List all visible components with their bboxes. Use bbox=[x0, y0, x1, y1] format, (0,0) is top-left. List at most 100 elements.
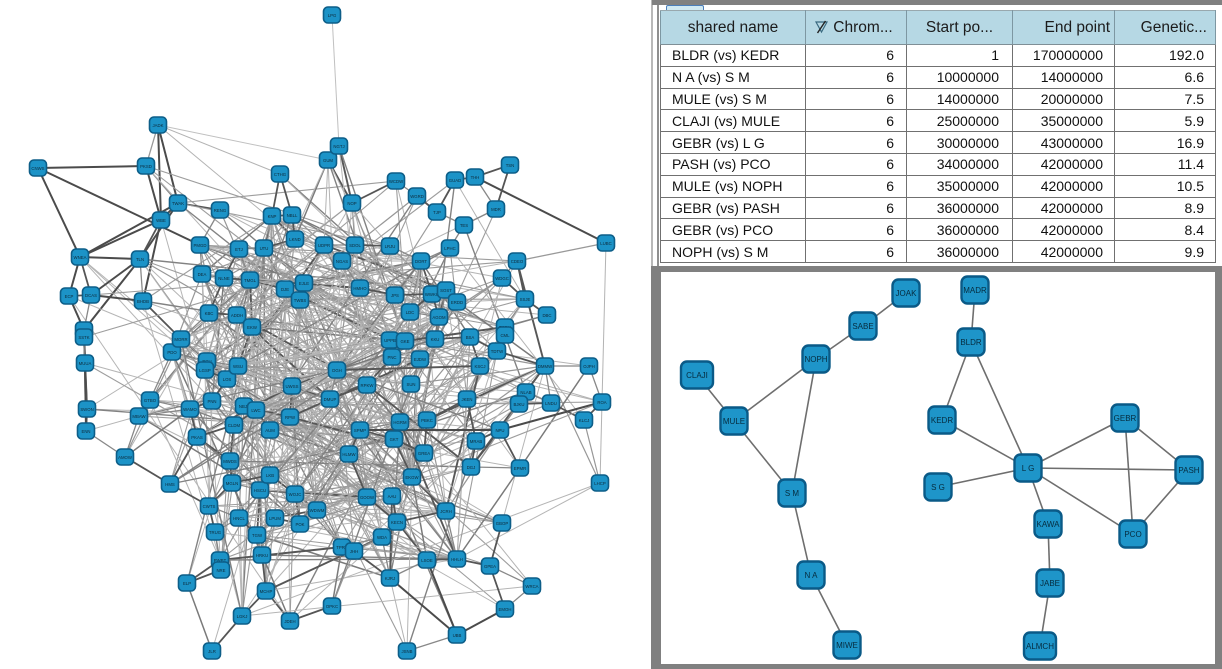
svg-text:CWTS: CWTS bbox=[203, 504, 216, 509]
svg-text:SOST: SOST bbox=[440, 288, 452, 293]
svg-text:LPG: LPG bbox=[328, 13, 337, 18]
svg-text:JSNB: JSNB bbox=[402, 649, 413, 654]
svg-text:POK: POK bbox=[295, 522, 304, 527]
svg-text:LRJU: LRJU bbox=[385, 244, 396, 249]
svg-text:GKT: GKT bbox=[390, 437, 399, 442]
svg-text:WBE: WBE bbox=[156, 218, 166, 223]
svg-text:PNN: PNN bbox=[207, 399, 216, 404]
svg-text:JABE: JABE bbox=[1040, 579, 1060, 588]
svg-text:CNWS: CNWS bbox=[31, 166, 44, 171]
svg-text:LDC: LDC bbox=[406, 310, 415, 315]
svg-text:TGW: TGW bbox=[252, 533, 263, 538]
svg-text:HMHO: HMHO bbox=[353, 286, 367, 291]
svg-text:WAMO: WAMO bbox=[183, 407, 197, 412]
svg-text:KJRJ: KJRJ bbox=[385, 576, 395, 581]
svg-text:EKGW: EKGW bbox=[405, 475, 419, 480]
svg-text:WSU: WSU bbox=[233, 364, 243, 369]
svg-text:SSTK: SSTK bbox=[78, 335, 89, 340]
svg-text:JLR: JLR bbox=[208, 649, 216, 654]
svg-text:AGOM: AGOM bbox=[432, 315, 446, 320]
svg-text:BJKU: BJKU bbox=[514, 402, 525, 407]
svg-text:JADK: JADK bbox=[153, 123, 164, 128]
svg-text:MGLN: MGLN bbox=[226, 481, 238, 486]
svg-text:RENG: RENG bbox=[214, 208, 227, 213]
svg-text:MWDS: MWDS bbox=[223, 459, 237, 464]
svg-text:DGJ: DGJ bbox=[467, 465, 476, 470]
svg-text:HMS: HMS bbox=[165, 482, 175, 487]
svg-text:NBJJ: NBJJ bbox=[239, 404, 249, 409]
svg-text:GREA: GREA bbox=[418, 451, 430, 456]
svg-text:TES: TES bbox=[460, 223, 468, 228]
svg-text:TRUG: TRUG bbox=[209, 530, 222, 535]
svg-text:OPKC: OPKC bbox=[326, 604, 338, 609]
svg-text:DGH: DGH bbox=[332, 368, 342, 373]
svg-text:JCRH: JCRH bbox=[440, 509, 451, 514]
svg-text:ADDH: ADDH bbox=[231, 313, 243, 318]
svg-text:DEA: DEA bbox=[198, 272, 207, 277]
svg-text:WWKO: WWKO bbox=[425, 292, 440, 297]
svg-text:KEDR: KEDR bbox=[931, 416, 953, 425]
svg-text:HLMW: HLMW bbox=[342, 452, 356, 457]
svg-text:LNDU: LNDU bbox=[545, 401, 557, 406]
svg-text:HGRM: HGRM bbox=[393, 420, 407, 425]
svg-text:JOAK: JOAK bbox=[896, 289, 918, 298]
svg-text:BSA: BSA bbox=[466, 335, 475, 340]
svg-text:HNCL: HNCL bbox=[233, 516, 245, 521]
svg-text:CLDM: CLDM bbox=[228, 423, 241, 428]
svg-text:DMMW: DMMW bbox=[538, 364, 553, 369]
svg-text:LHCP: LHCP bbox=[594, 481, 606, 486]
svg-text:JPS: JPS bbox=[391, 293, 399, 298]
svg-text:PASH: PASH bbox=[1178, 466, 1199, 475]
svg-text:LKND: LKND bbox=[289, 237, 300, 242]
svg-text:DBC: DBC bbox=[542, 313, 551, 318]
svg-text:GOOW: GOOW bbox=[360, 495, 375, 500]
svg-text:UPPB: UPPB bbox=[384, 338, 396, 343]
svg-text:DCAS: DCAS bbox=[85, 293, 97, 298]
svg-text:NPU: NPU bbox=[495, 428, 504, 433]
svg-text:MIWE: MIWE bbox=[836, 641, 858, 650]
svg-text:KAWA: KAWA bbox=[1037, 520, 1061, 529]
svg-text:TLN: TLN bbox=[136, 257, 144, 262]
svg-text:GUM: GUM bbox=[323, 158, 333, 163]
svg-text:BLDR: BLDR bbox=[960, 338, 982, 347]
svg-text:RPW: RPW bbox=[285, 415, 296, 420]
svg-text:PKAS: PKAS bbox=[191, 435, 203, 440]
svg-text:TMGL: TMGL bbox=[244, 278, 257, 283]
svg-text:LPHC: LPHC bbox=[444, 246, 455, 251]
svg-text:MCHP: MCHP bbox=[260, 589, 273, 594]
svg-text:JDEH: JDEH bbox=[284, 619, 295, 624]
svg-text:PDO: PDO bbox=[167, 350, 177, 355]
svg-text:DORT: DORT bbox=[415, 259, 427, 264]
svg-text:ERDD: ERDD bbox=[451, 300, 463, 305]
svg-text:DMUP: DMUP bbox=[324, 397, 337, 402]
svg-text:GPEA: GPEA bbox=[484, 564, 496, 569]
svg-text:MULE: MULE bbox=[723, 417, 745, 426]
svg-text:WNEA: WNEA bbox=[74, 255, 87, 260]
svg-text:HHLH: HHLH bbox=[451, 557, 463, 562]
svg-text:LPUM: LPUM bbox=[269, 516, 281, 521]
svg-text:WDGC: WDGC bbox=[495, 276, 509, 281]
svg-text:MORR: MORR bbox=[174, 337, 187, 342]
svg-text:ALMCH: ALMCH bbox=[1026, 642, 1054, 651]
svg-text:BHDB: BHDB bbox=[137, 299, 149, 304]
svg-text:N A: N A bbox=[805, 571, 819, 580]
svg-text:NLNE: NLNE bbox=[218, 276, 230, 281]
svg-text:KLCJ: KLCJ bbox=[579, 418, 590, 423]
svg-text:RPKW: RPKW bbox=[361, 383, 375, 388]
svg-text:EPMR: EPMR bbox=[514, 466, 526, 471]
svg-text:NBLL: NBLL bbox=[287, 213, 298, 218]
svg-text:ECP: ECP bbox=[65, 294, 74, 299]
svg-text:THH: THH bbox=[471, 175, 480, 180]
svg-text:UWSS: UWSS bbox=[286, 384, 299, 389]
svg-text:EMOH: EMOH bbox=[499, 607, 512, 612]
svg-text:WRCA: WRCA bbox=[525, 584, 538, 589]
svg-text:SABE: SABE bbox=[852, 322, 873, 331]
svg-text:SWON: SWON bbox=[80, 407, 93, 412]
svg-text:LWC: LWC bbox=[251, 408, 260, 413]
svg-text:AAU: AAU bbox=[388, 494, 397, 499]
svg-text:NOPH: NOPH bbox=[804, 355, 827, 364]
svg-text:PKSD: PKSD bbox=[140, 164, 152, 169]
svg-text:L G: L G bbox=[1022, 464, 1035, 473]
svg-text:ELP: ELP bbox=[183, 581, 191, 586]
svg-text:TPRS: TPRS bbox=[336, 545, 348, 550]
